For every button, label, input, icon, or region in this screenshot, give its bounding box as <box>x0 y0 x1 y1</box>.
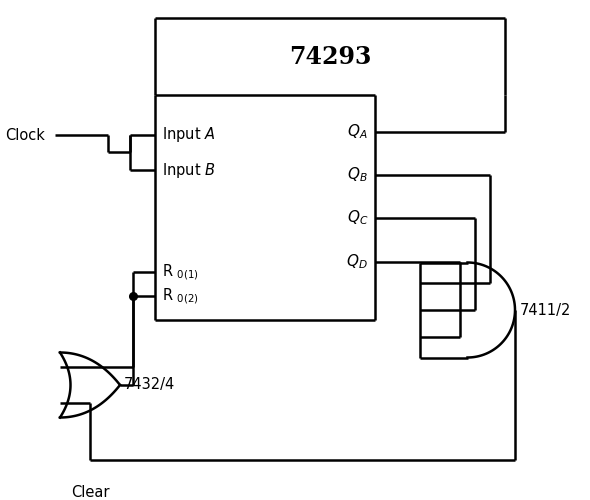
Text: Input $B$: Input $B$ <box>162 160 216 180</box>
Text: R $_{0(1)}$: R $_{0(1)}$ <box>162 262 199 282</box>
Text: $Q_D$: $Q_D$ <box>346 252 368 272</box>
Text: 74293: 74293 <box>289 44 371 68</box>
Text: Clear: Clear <box>71 485 109 500</box>
Text: $Q_C$: $Q_C$ <box>346 208 368 228</box>
Text: Clock: Clock <box>5 128 45 142</box>
Text: 7432/4: 7432/4 <box>124 378 175 392</box>
Text: Input $A$: Input $A$ <box>162 126 215 144</box>
Text: R $_{0(2)}$: R $_{0(2)}$ <box>162 286 199 306</box>
Text: 7411/2: 7411/2 <box>520 302 571 318</box>
Text: $Q_A$: $Q_A$ <box>348 122 368 142</box>
Text: $Q_B$: $Q_B$ <box>348 166 368 184</box>
